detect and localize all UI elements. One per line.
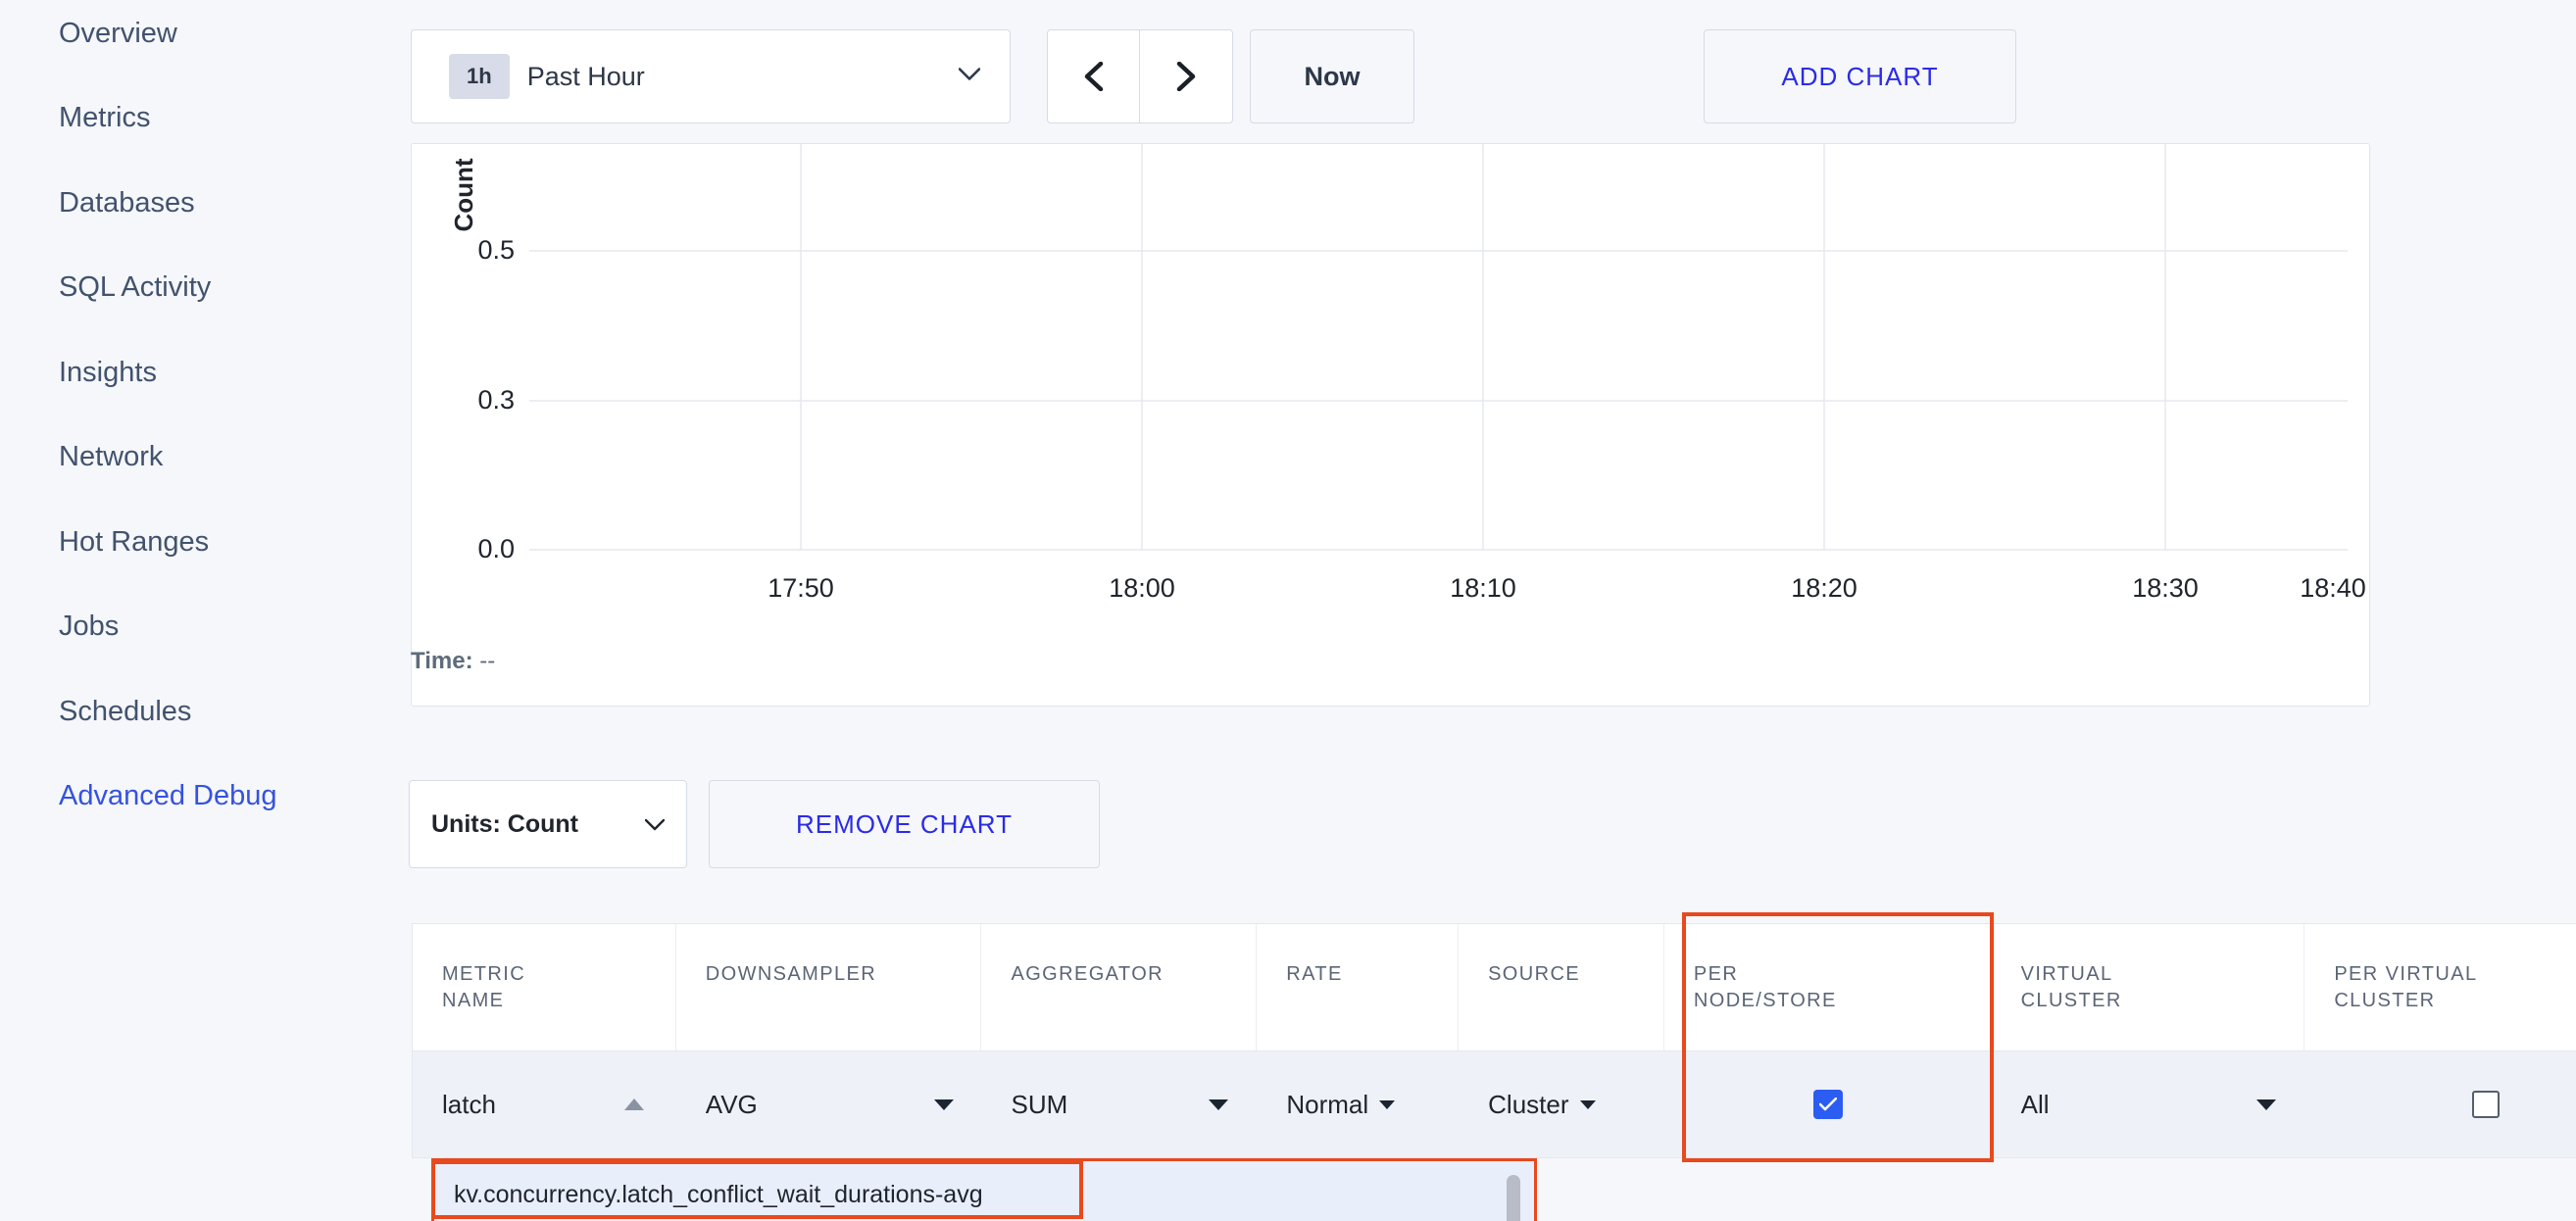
svg-text:0.0: 0.0 xyxy=(477,534,515,563)
svg-text:Count: Count xyxy=(449,158,478,231)
svg-text:18:40: 18:40 xyxy=(2300,573,2366,603)
svg-text:18:10: 18:10 xyxy=(1450,573,1516,603)
svg-text:18:20: 18:20 xyxy=(1791,573,1858,603)
svg-text:0.5: 0.5 xyxy=(477,235,515,265)
svg-text:17:50: 17:50 xyxy=(768,573,834,603)
svg-text:0.3: 0.3 xyxy=(477,385,515,415)
svg-text:18:00: 18:00 xyxy=(1109,573,1175,603)
svg-text:18:30: 18:30 xyxy=(2132,573,2199,603)
